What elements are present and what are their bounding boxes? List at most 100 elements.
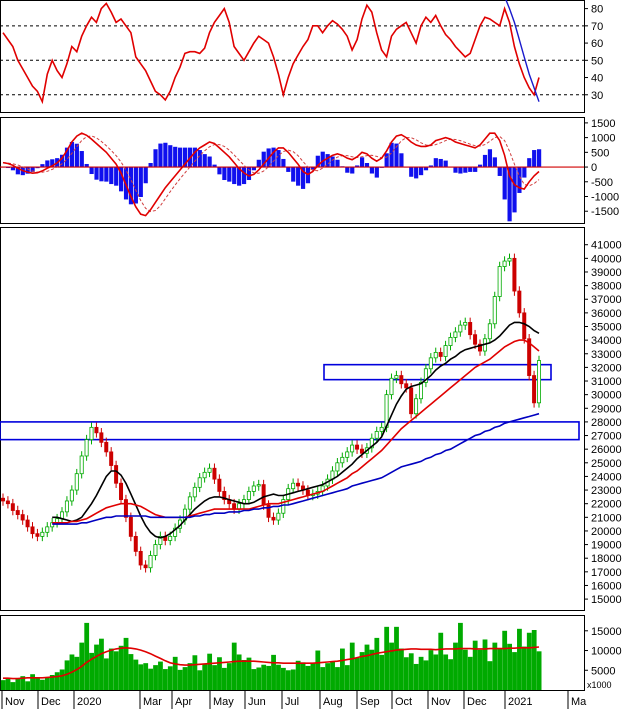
macd-histogram-bar xyxy=(128,167,134,205)
macd-histogram-bar xyxy=(473,167,478,172)
rsi-tick-label: 40 xyxy=(591,73,603,85)
macd-histogram-bar xyxy=(394,143,399,168)
macd-histogram-bar xyxy=(502,167,507,200)
volume-bar xyxy=(438,632,444,690)
macd-histogram-bar xyxy=(537,149,542,168)
price-tick-label: 20000 xyxy=(591,526,622,538)
rsi-tick-label: 80 xyxy=(591,4,603,16)
macd-tick-label: 0 xyxy=(591,162,597,174)
volume-bar xyxy=(118,645,124,690)
volume-bar xyxy=(0,680,6,690)
candle-body xyxy=(20,514,25,521)
macd-histogram-bar xyxy=(202,154,207,168)
macd-histogram-bar xyxy=(423,167,429,171)
volume-bar xyxy=(315,650,321,690)
macd-histogram-bar xyxy=(104,167,109,182)
candle-body xyxy=(251,485,256,492)
macd-histogram-bar xyxy=(438,158,443,168)
macd-histogram-bar xyxy=(84,163,89,168)
macd-histogram-bar xyxy=(241,167,247,185)
candle-body xyxy=(222,491,227,500)
macd-tick-label: -500 xyxy=(591,177,613,189)
volume-bar xyxy=(177,669,183,690)
macd-histogram-bar xyxy=(418,167,424,176)
macd-histogram-bar xyxy=(497,167,502,176)
volume-bar xyxy=(492,642,498,690)
macd-histogram-bar xyxy=(482,154,488,168)
volume-bar xyxy=(394,626,399,690)
volume-bar xyxy=(280,667,286,690)
candle-body xyxy=(291,482,296,490)
volume-bar xyxy=(20,676,26,690)
x-tick-label: Nov xyxy=(431,696,451,708)
price-tick-label: 40000 xyxy=(591,253,622,265)
candle-body xyxy=(433,351,438,359)
macd-histogram-bar xyxy=(60,154,65,168)
x-tick-label: Dec xyxy=(41,696,61,708)
macd-tick-label: 500 xyxy=(591,147,609,159)
candle-body xyxy=(123,499,128,518)
moving-average-1 xyxy=(52,339,540,524)
panel-volume: 15000 10000 5000 x1000 xyxy=(0,615,622,691)
rsi-tick-label: 70 xyxy=(591,21,603,33)
volume-bar xyxy=(507,643,512,690)
candle-body xyxy=(532,375,537,404)
macd-histogram-bar xyxy=(217,167,222,175)
rsi-series-1 xyxy=(505,0,540,102)
volume-bar xyxy=(108,648,114,690)
volume-bar xyxy=(143,663,149,690)
macd-histogram-bar xyxy=(173,146,178,168)
volume-bar xyxy=(49,675,55,690)
volume-bar xyxy=(295,660,301,690)
rsi-series-0 xyxy=(2,2,540,105)
macd-histogram-bar xyxy=(350,167,355,174)
volume-bar xyxy=(128,654,134,690)
candle-body xyxy=(374,431,379,439)
macd-histogram-bar xyxy=(532,150,537,168)
candle-body xyxy=(418,381,423,400)
volume-bar xyxy=(10,682,16,690)
volume-bar xyxy=(408,653,414,690)
macd-histogram-bar xyxy=(197,150,202,168)
volume-bar xyxy=(290,669,296,690)
volume-bar xyxy=(443,654,449,690)
volume-bar xyxy=(354,658,360,690)
volume-bar xyxy=(44,676,50,690)
candle-body xyxy=(463,322,468,326)
macd-histogram-bar xyxy=(364,163,370,168)
macd-histogram-bar xyxy=(330,156,335,168)
macd-histogram-bar xyxy=(133,167,138,204)
volume-bar xyxy=(413,663,419,690)
volume-bar xyxy=(5,678,11,690)
macd-histogram-bar xyxy=(507,167,512,222)
volume-bar xyxy=(482,639,488,690)
volume-bar xyxy=(433,654,439,690)
macd-histogram-bar xyxy=(251,167,256,171)
volume-bar xyxy=(285,670,291,690)
macd-histogram-bar xyxy=(10,167,16,171)
macd-histogram-bar xyxy=(158,143,163,168)
x-tick-label: Apr xyxy=(175,696,192,708)
volume-bar xyxy=(320,667,326,690)
macd-histogram-bar xyxy=(468,167,473,172)
volume-bar xyxy=(74,656,80,690)
price-tick-label: 15000 xyxy=(591,594,622,606)
x-tick-label: Jul xyxy=(285,696,299,708)
price-tick-label: 21000 xyxy=(591,512,622,524)
macd-histogram-bar xyxy=(291,167,296,182)
macd-histogram-bar xyxy=(178,147,183,168)
support-zone xyxy=(323,363,552,381)
macd-histogram-bar xyxy=(369,167,375,174)
x-tick-label: Aug xyxy=(323,696,343,708)
candle-body xyxy=(404,383,409,389)
candle-body xyxy=(217,478,222,492)
candle-body xyxy=(335,462,340,472)
volume-bar xyxy=(148,668,154,690)
candle-body xyxy=(423,368,428,383)
candle-body xyxy=(153,544,158,556)
volume-bar xyxy=(59,669,65,690)
macd-histogram-bar xyxy=(310,167,315,170)
price-tick-label: 41000 xyxy=(591,240,622,252)
panel-rsi: 80 70 60 50 40 30 xyxy=(0,0,603,113)
